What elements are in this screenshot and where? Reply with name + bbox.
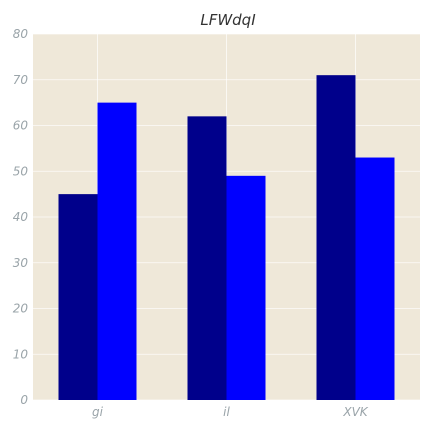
bar-series1-il <box>187 116 227 400</box>
y-tick-label: 50 <box>13 164 29 178</box>
bar-series2-gi <box>97 102 137 400</box>
y-tick-label: 80 <box>13 27 29 41</box>
y-tick-label: 0 <box>20 393 28 407</box>
bar-series2-il <box>226 175 266 400</box>
bar-series2-XVK <box>355 157 395 400</box>
x-tick-label: gi <box>92 405 104 419</box>
y-tick-label: 40 <box>13 210 29 224</box>
y-tick-label: 10 <box>13 347 29 361</box>
y-tick-label: 60 <box>13 119 29 133</box>
bars <box>58 75 395 401</box>
x-axis-ticks: gi il XVK <box>92 405 369 419</box>
y-tick-label: 20 <box>13 302 29 316</box>
chart-title: LFWdqI <box>200 11 256 29</box>
bar-series1-XVK <box>316 75 356 401</box>
bar-series1-gi <box>58 194 98 400</box>
y-axis-ticks: 0 10 20 30 40 50 60 70 80 <box>13 27 29 407</box>
y-tick-label: 30 <box>13 256 29 270</box>
x-tick-label: XVK <box>342 405 368 419</box>
x-tick-label: il <box>223 405 230 419</box>
y-tick-label: 70 <box>13 73 29 87</box>
